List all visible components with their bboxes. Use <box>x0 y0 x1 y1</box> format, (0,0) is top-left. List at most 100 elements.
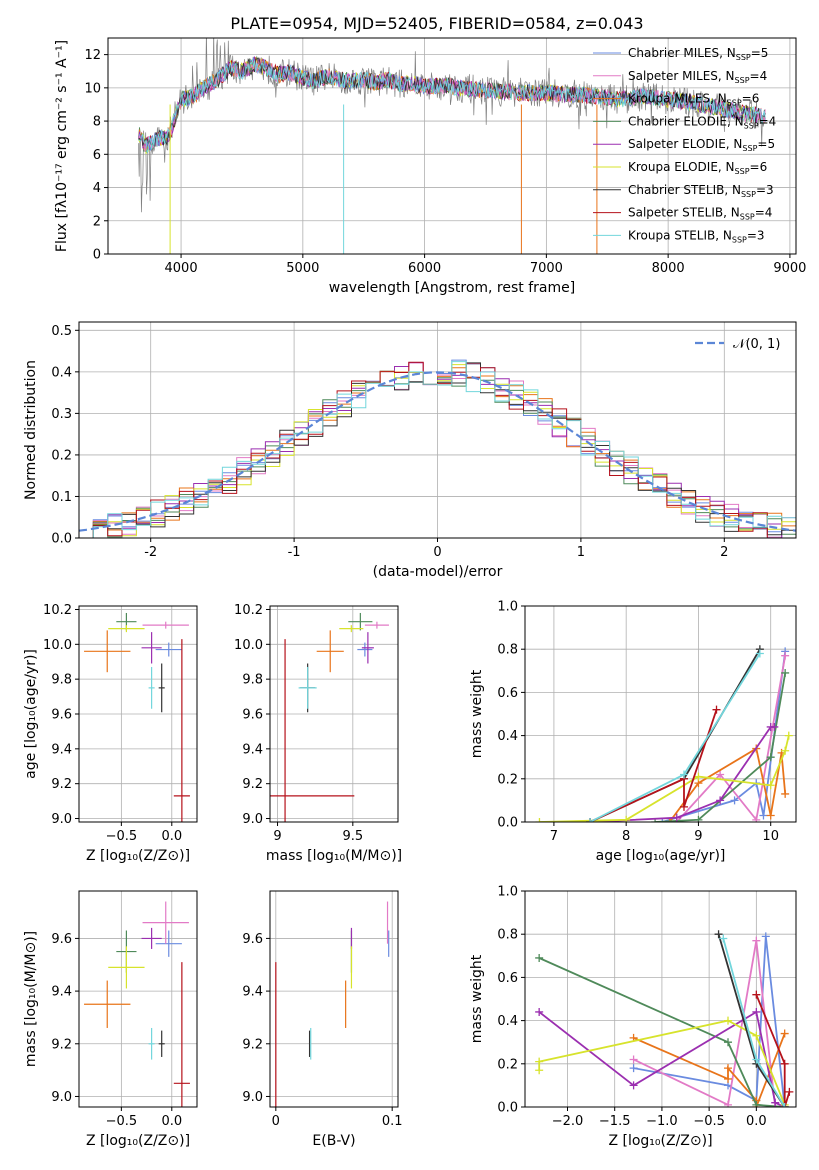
weight-marker-chabrier_elodie <box>781 668 790 677</box>
panel-age_mass: 9 9.5 9.0 9.2 9.4 9.6 9.8 10.0 10.2 mass [log₁₀(M… <box>234 603 402 864</box>
y-tick-label: 0.3 <box>51 407 72 422</box>
axes-frame-mw_age <box>524 605 797 823</box>
legend-tail: =3 <box>756 183 774 197</box>
y-tick-label: 0.2 <box>497 1057 518 1072</box>
y-axis-label: mass weight <box>469 954 485 1043</box>
legend-text: Kroupa STELIB, N <box>628 228 732 242</box>
figure-title: PLATE=0954, MJD=52405, FIBERID=0584, z=0… <box>230 14 643 33</box>
weight-marker-kroupa_elodie <box>694 772 703 781</box>
x-tick-label: −0.5 <box>106 829 138 844</box>
content-age_mass <box>270 612 389 822</box>
legend-label-salpeter_elodie: Salpeter ELODIE, NSSP=5 <box>628 137 775 153</box>
weight-marker-kroupa_stelib <box>752 1055 761 1064</box>
weight-marker-salpeter_stelib <box>785 1087 794 1096</box>
x-axis-label: Z [log₁₀(Z/Z⊙)] <box>608 1133 712 1149</box>
weight-marker-chabrier_miles <box>759 811 768 820</box>
model-spectrum-kroupa_stelib <box>138 59 766 153</box>
weight-marker-chabrier_elodie <box>752 1100 761 1107</box>
weight-marker-kroupa_elodie <box>622 815 631 822</box>
x-tick-label: 8000 <box>652 261 685 276</box>
weight-marker-salpeter_stelib <box>780 1059 789 1068</box>
x-tick-label: 10 <box>762 829 779 844</box>
x-axis-label: E(B-V) <box>312 1133 355 1149</box>
y-tick-label: 9.4 <box>51 985 72 1000</box>
x-tick-label: 0.0 <box>161 1114 182 1129</box>
y-tick-label: 9.2 <box>51 777 72 792</box>
y-tick-label: 2 <box>93 214 101 229</box>
panel-spectrum: 4000 5000 6000 7000 8000 9000 0 2 4 6 8 10 12 wavelen… <box>54 37 806 296</box>
y-tick-label: 6 <box>93 148 101 163</box>
cross-chabrier_stelib <box>158 1030 165 1057</box>
weight-marker-chabrier_elodie <box>694 815 703 822</box>
cross-kroupa_elodie <box>339 625 364 633</box>
content-age_z <box>84 612 190 822</box>
y-tick-label: 12 <box>84 48 101 63</box>
y-tick-label: 0.6 <box>497 686 518 701</box>
legend-text: Salpeter MILES, N <box>628 69 735 83</box>
weight-marker-kroupa_miles <box>780 1029 789 1038</box>
y-tick-label: 0.5 <box>51 324 72 339</box>
weight-marker-salpeter_elodie <box>672 813 681 822</box>
weight-line-salpeter_stelib <box>589 709 718 822</box>
y-tick-label: 0.4 <box>497 729 518 744</box>
y-tick-label: 0.8 <box>497 928 518 943</box>
legend-subscript: SSP <box>735 76 750 85</box>
weight-marker-salpeter_elodie <box>535 1007 544 1016</box>
y-tick-label: 10.0 <box>234 638 263 653</box>
cross-salpeter_stelib <box>173 962 190 1107</box>
y-tick-label: 9.6 <box>242 932 263 947</box>
x-tick-label: 0.0 <box>746 1114 767 1129</box>
x-tick-label: -2 <box>144 545 157 560</box>
y-tick-label: 10.2 <box>43 603 72 618</box>
legend-label-salpeter_miles: Salpeter MILES, NSSP=4 <box>628 69 767 85</box>
cross-kroupa_elodie <box>108 625 145 633</box>
weight-marker-salpeter_elodie <box>771 1098 780 1107</box>
grid-mass_z <box>79 891 197 1107</box>
legend-tail: =4 <box>755 206 773 220</box>
x-tick-label: 0 <box>272 1114 280 1129</box>
x-tick-label: 9 <box>694 829 702 844</box>
cross-salpeter_elodie <box>361 632 374 664</box>
legend-text: Salpeter STELIB, N <box>628 206 740 220</box>
y-axis-label: Flux [fλ10⁻¹⁷ erg cm⁻² s⁻¹ A⁻¹] <box>54 40 70 252</box>
weight-marker-chabrier_elodie <box>766 753 775 762</box>
x-tick-label: 8 <box>622 829 630 844</box>
weight-line-salpeter_miles <box>676 655 787 822</box>
legend-subscript: SSP <box>741 190 756 199</box>
y-tick-label: 0.4 <box>497 1014 518 1029</box>
x-tick-label: 6000 <box>408 261 441 276</box>
axes-frame-spectrum <box>107 37 797 255</box>
weight-line-kroupa_miles <box>633 1033 786 1107</box>
y-tick-label: 8 <box>93 115 101 130</box>
legend-label-chabrier_elodie: Chabrier ELODIE, NSSP=4 <box>628 114 776 130</box>
weight-marker-kroupa_miles <box>665 818 674 822</box>
content-mass_ebv <box>275 901 390 1107</box>
cross-salpeter_miles <box>142 901 189 944</box>
y-axis-label: age [log₁₀(age/yr)] <box>23 649 39 779</box>
x-tick-label: 9 <box>273 829 281 844</box>
x-tick-label: 5000 <box>286 261 319 276</box>
legend-tail: =5 <box>757 137 775 151</box>
weight-marker-kroupa_elodie <box>724 1016 733 1025</box>
weight-marker-chabrier_miles <box>730 796 739 805</box>
weight-marker-chabrier_stelib <box>714 930 723 939</box>
cross-kroupa_elodie <box>108 946 145 989</box>
legend-label-chabrier_miles: Chabrier MILES, NSSP=5 <box>628 46 768 62</box>
histogram-kroupa_stelib <box>79 361 796 538</box>
y-tick-label: 0.0 <box>497 1101 518 1116</box>
x-tick-label: 9.5 <box>342 829 363 844</box>
y-tick-label: 0.1 <box>51 490 72 505</box>
weight-marker-chabrier_elodie <box>535 953 544 962</box>
panel-mw_z: −2.0 −1.5 −1.0 −0.5 0.0 0.0 0.2 0.4 0.6 0.8 1.0 Z [… <box>469 885 797 1149</box>
legend-subscript: SSP <box>732 235 747 244</box>
cross-salpeter_miles <box>364 621 389 629</box>
weight-marker-chabrier_miles <box>658 818 667 822</box>
x-tick-label: 7000 <box>530 261 563 276</box>
cross-chabrier_miles <box>155 642 182 657</box>
panel-age_z: −0.5 0.0 9.0 9.2 9.4 9.6 9.8 10.0 10.2 Z [log₁₀(Z… <box>23 603 198 864</box>
weight-marker-kroupa_stelib <box>719 934 728 943</box>
cross-chabrier_elodie <box>348 612 373 631</box>
legend-text: Chabrier MILES, N <box>628 46 736 60</box>
weight-marker-kroupa_stelib <box>679 770 688 779</box>
